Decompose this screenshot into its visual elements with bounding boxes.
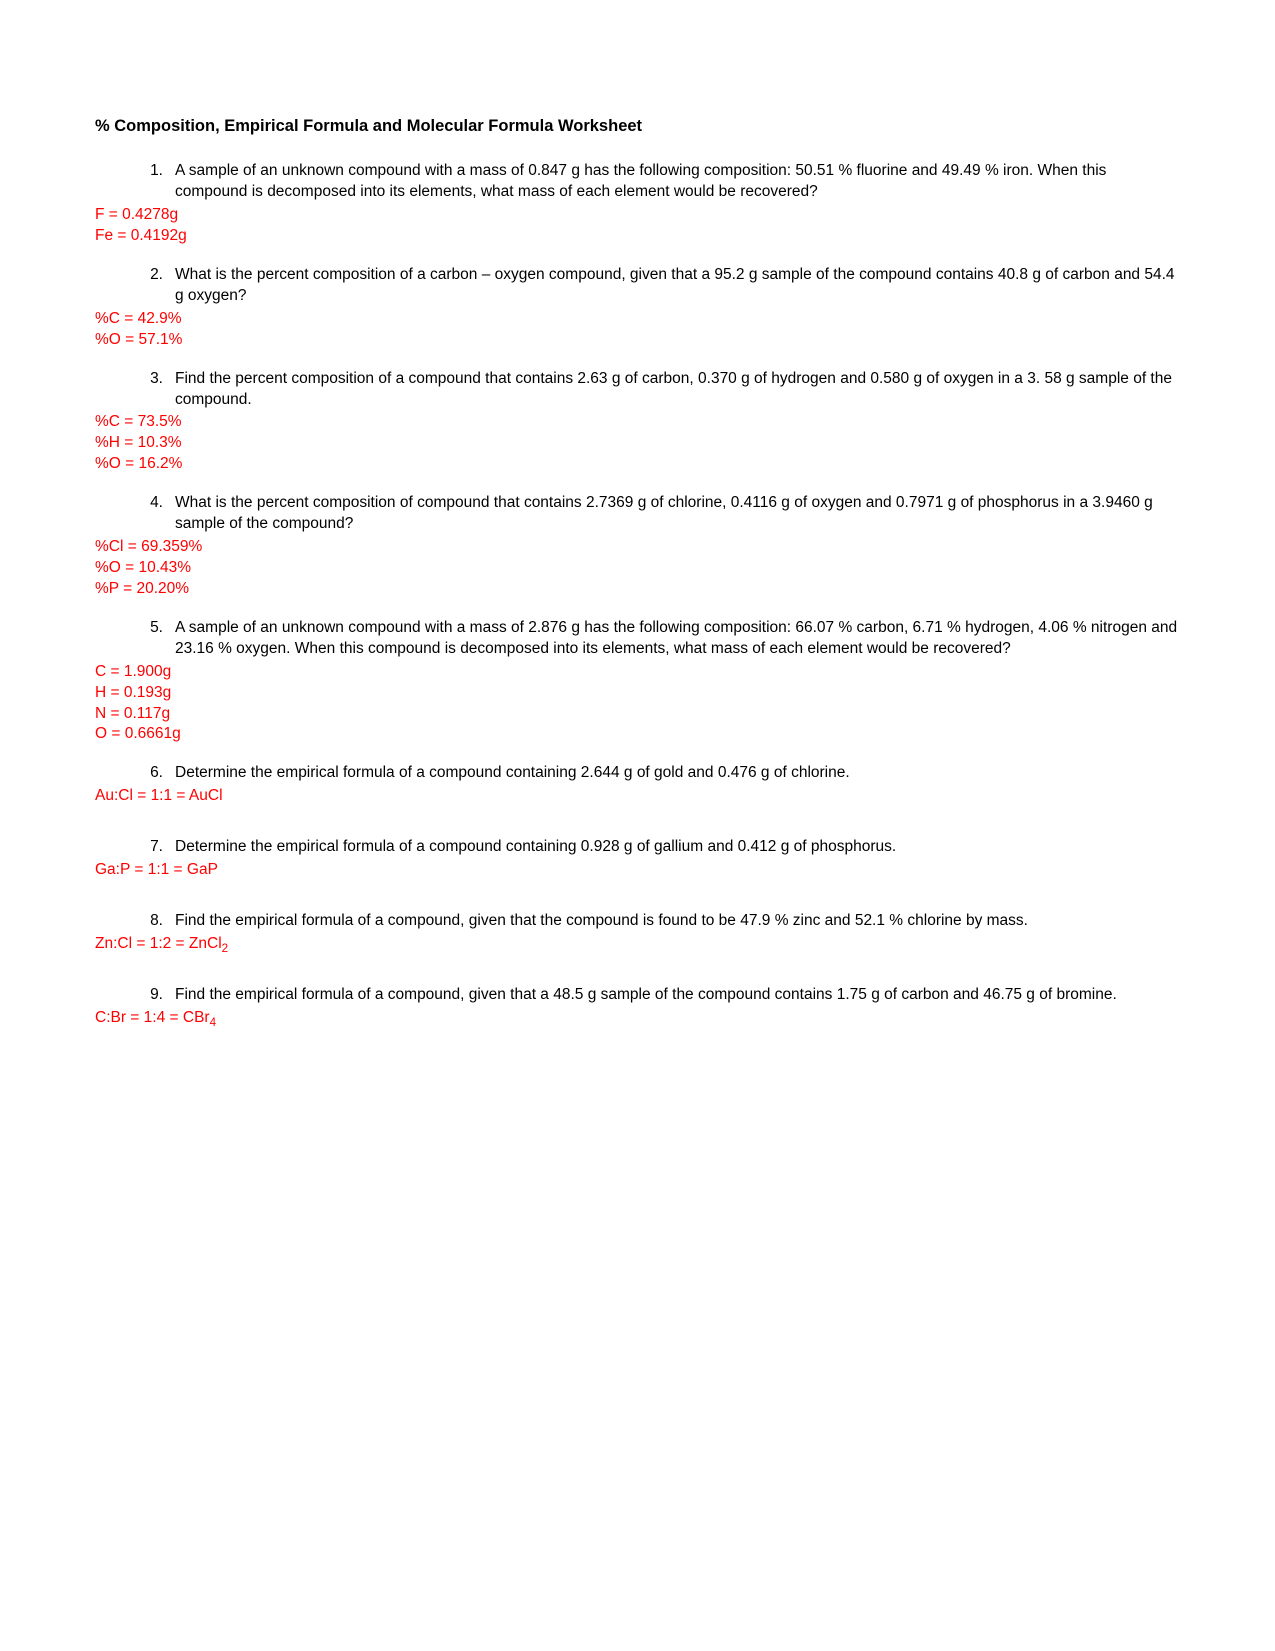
question-text: Determine the empirical formula of a com… [175,837,1180,858]
answer-line: C:Br = 1:4 = CBr4 [95,1008,1180,1029]
answer-line: Fe = 0.4192g [95,226,1180,247]
question-text: Find the empirical formula of a compound… [175,911,1180,932]
answer-7: Ga:P = 1:1 = GaP [95,860,1180,881]
page-title: % Composition, Empirical Formula and Mol… [95,115,1180,137]
answer-line: Zn:Cl = 1:2 = ZnCl2 [95,934,1180,955]
question-text: What is the percent composition of compo… [175,493,1180,535]
answer-line: %C = 42.9% [95,309,1180,330]
question-7: 7. Determine the empirical formula of a … [123,837,1180,858]
question-number: 6. [123,763,175,784]
question-number: 8. [123,911,175,932]
question-number: 9. [123,985,175,1006]
question-list: 1. A sample of an unknown compound with … [123,161,1180,203]
question-number: 4. [123,493,175,535]
question-text: Determine the empirical formula of a com… [175,763,1180,784]
answer-line: Ga:P = 1:1 = GaP [95,860,1180,881]
answer-line: %Cl = 69.359% [95,537,1180,558]
question-5: 5. A sample of an unknown compound with … [123,618,1180,660]
question-3: 3. Find the percent composition of a com… [123,369,1180,411]
answer-5: C = 1.900g H = 0.193g N = 0.117g O = 0.6… [95,662,1180,746]
question-text: A sample of an unknown compound with a m… [175,618,1180,660]
answer-line: %O = 57.1% [95,330,1180,351]
answer-3: %C = 73.5% %H = 10.3% %O = 16.2% [95,412,1180,475]
question-number: 2. [123,265,175,307]
answer-line: %C = 73.5% [95,412,1180,433]
question-8: 8. Find the empirical formula of a compo… [123,911,1180,932]
answer-line: %O = 16.2% [95,454,1180,475]
answer-line: O = 0.6661g [95,724,1180,745]
question-6: 6. Determine the empirical formula of a … [123,763,1180,784]
question-number: 7. [123,837,175,858]
answer-line: %P = 20.20% [95,579,1180,600]
answer-line: %O = 10.43% [95,558,1180,579]
answer-line: F = 0.4278g [95,205,1180,226]
question-text: A sample of an unknown compound with a m… [175,161,1180,203]
question-4: 4. What is the percent composition of co… [123,493,1180,535]
question-number: 5. [123,618,175,660]
answer-9: C:Br = 1:4 = CBr4 [95,1008,1180,1029]
answer-2: %C = 42.9% %O = 57.1% [95,309,1180,351]
worksheet-page: % Composition, Empirical Formula and Mol… [0,0,1275,1651]
question-1: 1. A sample of an unknown compound with … [123,161,1180,203]
question-text: Find the empirical formula of a compound… [175,985,1180,1006]
answer-line: Au:Cl = 1:1 = AuCl [95,786,1180,807]
answer-line: %H = 10.3% [95,433,1180,454]
question-9: 9. Find the empirical formula of a compo… [123,985,1180,1006]
answer-4: %Cl = 69.359% %O = 10.43% %P = 20.20% [95,537,1180,600]
answer-1: F = 0.4278g Fe = 0.4192g [95,205,1180,247]
question-number: 1. [123,161,175,203]
question-number: 3. [123,369,175,411]
answer-6: Au:Cl = 1:1 = AuCl [95,786,1180,807]
answer-line: N = 0.117g [95,704,1180,725]
question-2: 2. What is the percent composition of a … [123,265,1180,307]
answer-8: Zn:Cl = 1:2 = ZnCl2 [95,934,1180,955]
answer-line: C = 1.900g [95,662,1180,683]
answer-line: H = 0.193g [95,683,1180,704]
question-text: Find the percent composition of a compou… [175,369,1180,411]
question-text: What is the percent composition of a car… [175,265,1180,307]
